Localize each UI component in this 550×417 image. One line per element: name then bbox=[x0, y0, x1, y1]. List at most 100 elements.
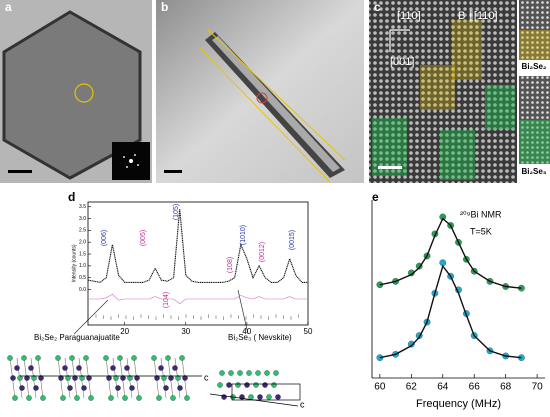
x-tick-label: 64 bbox=[437, 382, 449, 393]
x-tick-label: 68 bbox=[500, 382, 512, 393]
axis-label: c bbox=[204, 372, 209, 382]
marker-circle bbox=[74, 83, 94, 103]
atom bbox=[170, 395, 176, 401]
scale-bar bbox=[164, 170, 182, 173]
annotation: T=5K bbox=[470, 226, 492, 236]
spot bbox=[129, 159, 133, 163]
atom bbox=[33, 385, 39, 391]
atom bbox=[219, 370, 225, 376]
model-inset bbox=[519, 76, 550, 164]
atom bbox=[177, 385, 183, 391]
inset-label-box bbox=[519, 164, 550, 180]
atom bbox=[257, 394, 263, 400]
atom bbox=[86, 375, 92, 381]
structure-label: Bi₂Se₃ ( Nevskite) bbox=[228, 333, 292, 342]
atom bbox=[134, 375, 140, 381]
y-tick-label: 0.5 bbox=[79, 275, 86, 281]
unit-cell bbox=[231, 383, 301, 401]
atom bbox=[158, 365, 164, 371]
atom bbox=[28, 365, 34, 371]
panel-c: [110] [001] B ∥[110] Bi₂Se₂ Bi₂Se₃ c bbox=[369, 0, 550, 183]
atom bbox=[168, 375, 174, 381]
atom bbox=[65, 375, 71, 381]
data-point bbox=[407, 340, 415, 348]
atom bbox=[172, 365, 178, 371]
atom bbox=[179, 355, 185, 361]
atom bbox=[248, 394, 254, 400]
atom bbox=[74, 395, 80, 401]
inset-label: Bi₂Se₃ bbox=[521, 167, 546, 176]
atom bbox=[19, 385, 25, 391]
fit-line bbox=[379, 217, 522, 289]
panel-label: c bbox=[374, 0, 381, 14]
atom bbox=[31, 375, 37, 381]
peak-label: (005) bbox=[140, 230, 147, 246]
atom bbox=[151, 355, 157, 361]
atom bbox=[275, 394, 281, 400]
atom bbox=[271, 382, 277, 388]
atom bbox=[17, 375, 23, 381]
hexagon-crystal bbox=[2, 10, 142, 180]
panel-label: a bbox=[5, 0, 12, 14]
scale-bar bbox=[8, 170, 32, 173]
x-tick-label: 70 bbox=[532, 382, 544, 393]
atom bbox=[110, 365, 116, 371]
atom bbox=[79, 375, 85, 381]
x-tick-label: 60 bbox=[374, 382, 386, 393]
nanorod-highlight bbox=[212, 36, 340, 172]
y-tick-label: 1.0 bbox=[79, 263, 86, 269]
spot bbox=[137, 164, 139, 166]
peak-label: (0012) bbox=[259, 242, 266, 262]
atom bbox=[83, 355, 89, 361]
peak-label: (104) bbox=[163, 292, 170, 308]
peak-label: (108) bbox=[227, 257, 234, 273]
atom bbox=[221, 394, 227, 400]
atom bbox=[124, 365, 130, 371]
atom bbox=[226, 382, 232, 388]
y-tick-label: 2.5 bbox=[79, 228, 86, 234]
atom bbox=[55, 355, 61, 361]
atom bbox=[108, 395, 114, 401]
atom bbox=[228, 370, 234, 376]
atom bbox=[165, 355, 171, 361]
atom bbox=[255, 370, 261, 376]
xrd-profile bbox=[87, 209, 308, 283]
y-tick-label: 2.0 bbox=[79, 240, 86, 246]
domain-overlay bbox=[485, 85, 515, 130]
model-overlay bbox=[519, 30, 550, 60]
x-tick-label: 62 bbox=[406, 382, 418, 393]
atom bbox=[81, 385, 87, 391]
atom bbox=[237, 370, 243, 376]
atom bbox=[21, 355, 27, 361]
x-tick-label: 20 bbox=[120, 327, 129, 336]
y-tick-label: 0.0 bbox=[79, 287, 86, 293]
fit-line bbox=[379, 264, 522, 359]
atom bbox=[235, 382, 241, 388]
atom bbox=[38, 375, 44, 381]
y-tick-label: 3.0 bbox=[79, 216, 86, 222]
y-axis-label: Intensity (counts) bbox=[71, 244, 77, 282]
atom bbox=[117, 355, 123, 361]
edge-line bbox=[199, 47, 331, 183]
atom bbox=[127, 375, 133, 381]
atom bbox=[67, 385, 73, 391]
plot-frame bbox=[87, 201, 309, 326]
atom bbox=[62, 365, 68, 371]
atom bbox=[12, 395, 18, 401]
peak-label: (006) bbox=[101, 230, 108, 246]
atom bbox=[175, 375, 181, 381]
atom bbox=[40, 395, 46, 401]
marker-circle bbox=[256, 92, 268, 104]
panel-label: d bbox=[68, 190, 75, 204]
atom bbox=[129, 385, 135, 391]
atom bbox=[76, 365, 82, 371]
panel-b: b bbox=[156, 0, 364, 183]
x-tick-label: 30 bbox=[181, 327, 190, 336]
x-tick-label: 50 bbox=[304, 327, 313, 336]
pointer bbox=[237, 289, 249, 335]
structure-label: Bi₂Se₂ Paraguanajuatite bbox=[34, 333, 120, 342]
atom bbox=[103, 355, 109, 361]
atom bbox=[264, 370, 270, 376]
atom bbox=[26, 395, 32, 401]
